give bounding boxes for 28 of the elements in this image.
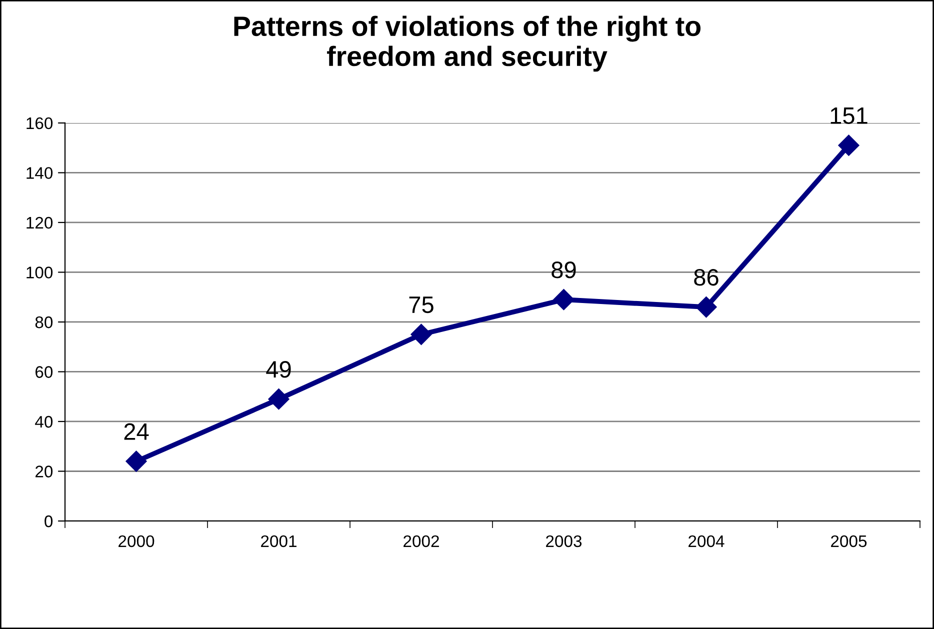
y-tick-label: 0	[44, 515, 53, 528]
x-tick-label: 2004	[688, 535, 724, 548]
y-tick-label: 20	[36, 466, 53, 478]
data-label: 49	[266, 361, 291, 378]
point	[268, 388, 290, 410]
data-label: 86	[694, 269, 718, 286]
point	[126, 450, 147, 472]
data-label: 151	[830, 108, 868, 124]
x-tick-label: 2003	[546, 535, 582, 548]
x-tick-label: 2000	[118, 535, 154, 548]
y-tick-label: 100	[26, 266, 53, 278]
y-tick-label: 80	[35, 316, 53, 328]
data-label: 89	[552, 262, 576, 278]
point	[838, 134, 860, 156]
y-tick-label: 60	[36, 366, 53, 378]
point	[410, 324, 432, 345]
data-label: 75	[409, 296, 434, 314]
x-tick-label: 2005	[831, 535, 867, 548]
y-tick-label: 140	[26, 167, 53, 179]
y-tick-label: 160	[26, 117, 53, 130]
point	[553, 289, 574, 310]
point	[696, 296, 717, 318]
data-label: 24	[124, 423, 149, 440]
x-tick-label: 2002	[404, 535, 439, 548]
y-tick-label: 40	[35, 416, 53, 428]
y-tick-label: 120	[26, 216, 53, 229]
chart-title: Patterns of violations of the right to freedom and security	[234, 16, 701, 72]
x-tick-label: 2001	[261, 535, 296, 548]
